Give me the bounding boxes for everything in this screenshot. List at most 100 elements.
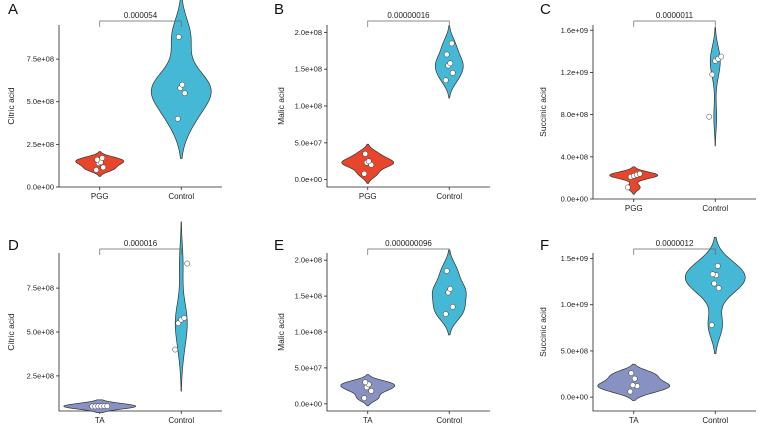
data-point: [179, 81, 186, 88]
data-point: [442, 77, 449, 84]
x-category-label: TA: [95, 416, 105, 425]
significance-bracket: [633, 248, 716, 255]
y-axis-label: Malic acid: [276, 313, 286, 351]
y-axis-label: Succinic acid: [538, 307, 548, 357]
x-category-label: PGG: [91, 192, 109, 201]
y-tick-label: 2.0e+08: [295, 256, 322, 265]
y-tick-label: 5.0e+07: [295, 363, 322, 372]
y-axis-label: Citric acid: [6, 313, 16, 351]
data-point: [368, 388, 375, 394]
significance-bracket: [367, 248, 450, 255]
data-point: [181, 315, 188, 321]
axis-lines: [326, 253, 490, 412]
axis-lines: [326, 25, 490, 188]
y-tick-label: 4.0e+08: [561, 152, 588, 161]
data-point: [449, 304, 456, 310]
panel-B: B 0.0e+00 5.0e+07 1.0e+08 1.5e+08 2.0e+08 Mali…: [274, 1, 490, 201]
panel-letter: F: [540, 237, 549, 254]
data-point: [449, 70, 456, 76]
data-point: [706, 113, 713, 120]
violin-control: [174, 221, 188, 392]
x-category-label: TA: [629, 416, 639, 425]
data-point: [715, 285, 722, 291]
y-tick-label: 1.5e+08: [295, 65, 322, 74]
data-point: [93, 167, 100, 173]
y-tick-label: 2.5e+08: [27, 371, 54, 380]
p-value-label: 0.000054: [124, 11, 158, 20]
y-tick-label: 2.5e+08: [27, 140, 54, 149]
data-point: [362, 379, 369, 386]
p-value-label: 0.000000096: [385, 239, 432, 248]
p-value-label: 0.0000012: [656, 239, 694, 248]
violin-control: [684, 236, 746, 355]
x-category-label: PGG: [359, 192, 377, 201]
data-point: [443, 51, 450, 58]
y-tick-label: 7.5e+08: [27, 284, 54, 293]
data-point: [362, 151, 369, 157]
panel-E: E 0.0e+00 5.0e+07 1.0e+08 1.5e+08 2.0e+08 Mali…: [274, 237, 490, 425]
data-point: [361, 395, 368, 401]
y-tick-label: 5.0e+08: [27, 97, 54, 106]
panel-letter: D: [8, 237, 19, 254]
data-point: [447, 286, 454, 292]
y-tick-label: 0.0e+00: [27, 183, 54, 192]
y-axis-label: Succinic acid: [538, 87, 548, 137]
panel-F: F 0.0e+00 5.0e+08 1.0e+09 1.5e+09 Succinic ac…: [538, 236, 756, 425]
y-tick-label: 5.0e+07: [295, 138, 322, 147]
x-category-label: TA: [363, 416, 373, 425]
data-point: [718, 53, 725, 60]
significance-bracket: [633, 20, 716, 27]
p-value-label: 0.000016: [124, 239, 158, 248]
p-value-label: 0.00000016: [387, 11, 430, 20]
data-point: [624, 184, 631, 191]
y-tick-label: 1.5e+09: [561, 254, 588, 263]
data-point: [636, 170, 643, 177]
y-tick-label: 0.0e+00: [561, 393, 588, 402]
data-point: [631, 375, 638, 382]
y-tick-label: 0.0e+00: [295, 399, 322, 408]
x-category-label: Control: [436, 192, 462, 201]
violin-control: [709, 27, 721, 147]
panel-C: C 0.0e+00 4.0e+08 8.0e+08 1.2e+09 1.6e+09 Succ…: [538, 1, 756, 213]
axis-lines: [58, 253, 222, 412]
data-point: [99, 155, 106, 161]
data-point: [711, 280, 718, 287]
data-point: [714, 263, 721, 269]
x-category-label: Control: [168, 192, 194, 201]
data-point: [100, 164, 107, 171]
significance-bracket: [367, 20, 450, 27]
data-point: [361, 170, 368, 177]
data-point: [447, 60, 454, 67]
significance-bracket: [99, 20, 182, 27]
panel-letter: C: [540, 1, 551, 18]
y-tick-label: 5.0e+08: [27, 328, 54, 337]
data-point: [172, 346, 179, 353]
panel-letter: E: [274, 237, 284, 254]
y-tick-label: 8.0e+08: [561, 110, 588, 119]
y-tick-label: 7.5e+08: [27, 55, 54, 64]
y-tick-label: 1.0e+08: [295, 328, 322, 337]
data-point: [629, 382, 636, 388]
violin-ta: [340, 374, 396, 407]
y-axis-label: Malic acid: [276, 87, 286, 125]
y-tick-label: 0.0e+00: [295, 175, 322, 184]
data-point: [94, 156, 101, 163]
y-tick-label: 1.0e+09: [561, 300, 588, 309]
y-tick-label: 0.0e+00: [561, 195, 588, 204]
data-point: [365, 158, 372, 165]
data-point: [443, 268, 450, 274]
x-category-label: Control: [436, 416, 462, 425]
x-category-label: PGG: [625, 204, 643, 213]
data-point: [104, 403, 111, 409]
y-tick-label: 5.0e+08: [561, 346, 588, 355]
data-point: [442, 311, 449, 317]
data-point: [184, 260, 191, 267]
p-value-label: 0.0000011: [656, 11, 694, 20]
panel-D: D 2.5e+08 5.0e+08 7.5e+08 Citric acid TA Contr…: [6, 221, 222, 425]
panel-letter: B: [274, 1, 284, 18]
violin-pgg: [609, 166, 659, 195]
violin-control: [150, 0, 212, 159]
data-point: [181, 90, 188, 97]
data-point: [174, 115, 181, 122]
